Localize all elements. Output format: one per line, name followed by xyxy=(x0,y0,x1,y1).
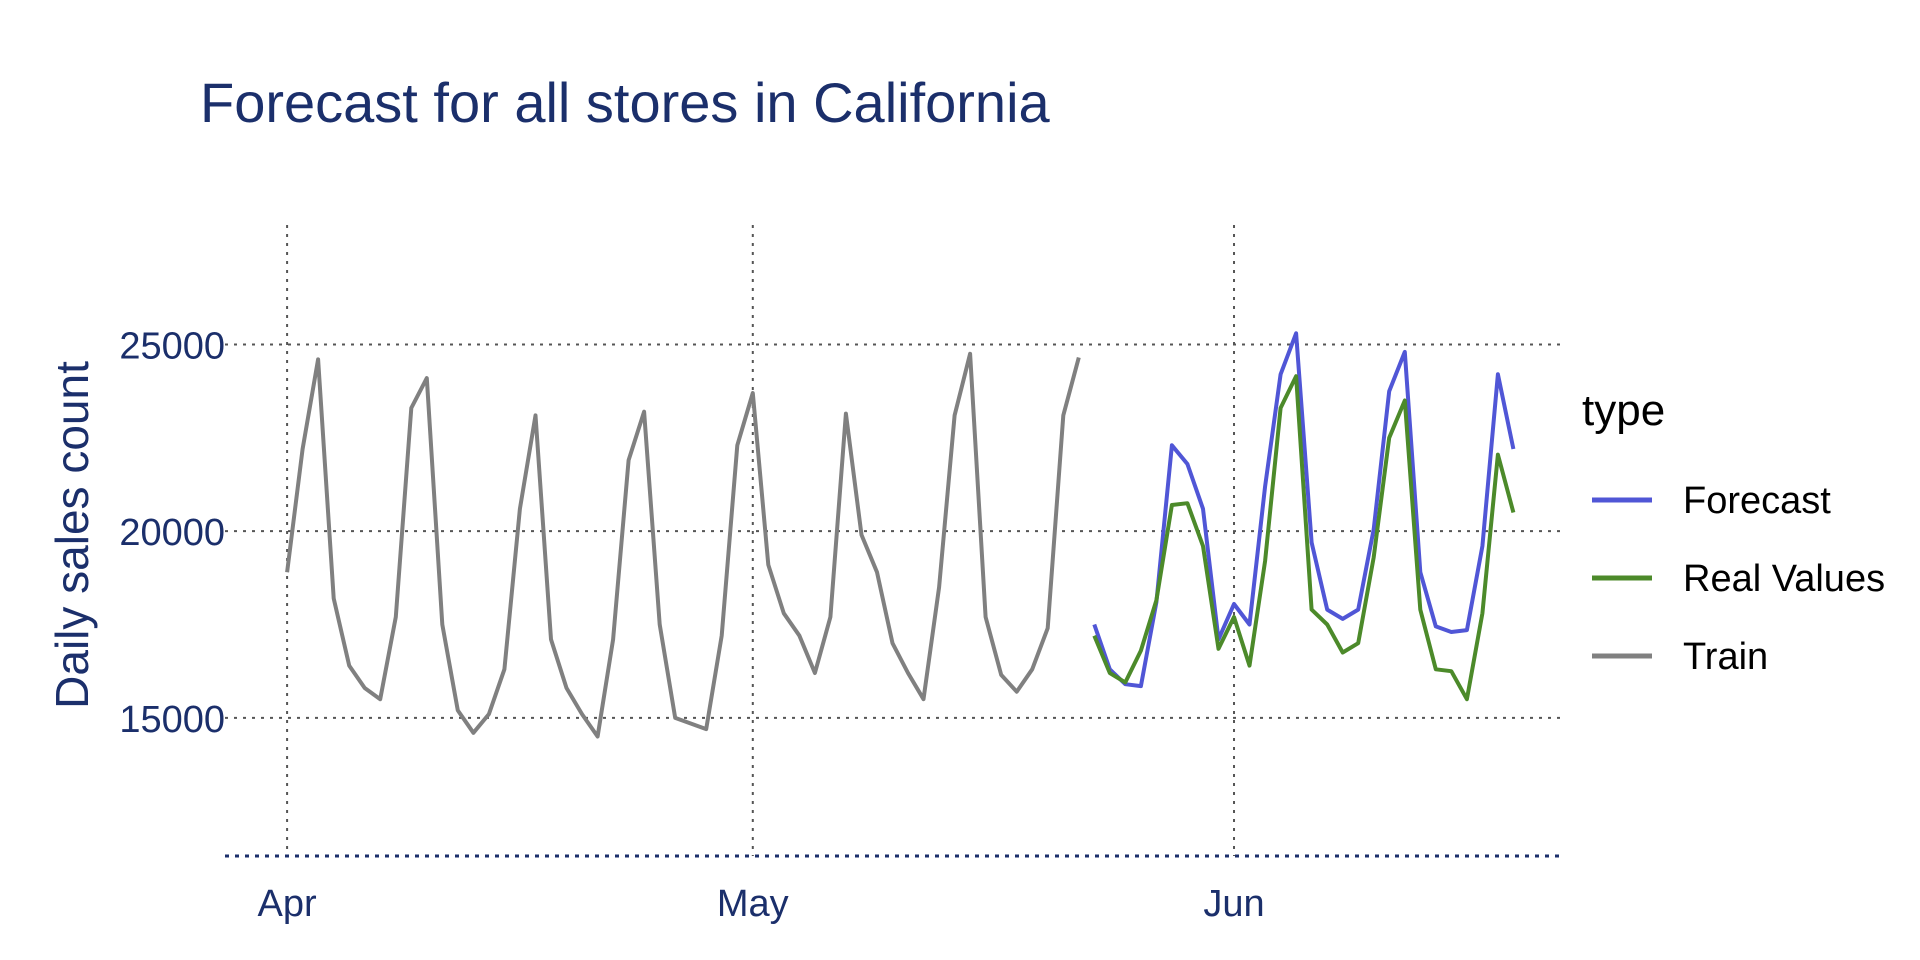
series-lines xyxy=(285,331,1516,739)
series-line-forecast xyxy=(1092,331,1516,689)
x-tick-label: Jun xyxy=(1203,883,1264,925)
legend: type Forecast Real Values Train xyxy=(1582,386,1885,678)
legend-item-real-values: Real Values xyxy=(1592,558,1885,600)
legend-label: Train xyxy=(1683,636,1768,678)
legend-label: Forecast xyxy=(1683,480,1831,522)
grid xyxy=(225,225,1560,856)
x-axis-ticks: Apr May Jun xyxy=(258,883,1265,925)
x-tick-label: Apr xyxy=(258,883,317,925)
y-axis-ticks: 15000 20000 25000 xyxy=(119,325,225,740)
legend-label: Real Values xyxy=(1683,558,1885,600)
legend-title: type xyxy=(1582,386,1665,435)
legend-item-forecast: Forecast xyxy=(1592,480,1831,522)
y-axis-label: Daily sales count xyxy=(46,361,98,709)
x-tick-label: May xyxy=(717,883,789,925)
legend-item-train: Train xyxy=(1592,636,1768,678)
chart-title: Forecast for all stores in California xyxy=(200,71,1051,134)
series-line-real-values xyxy=(1092,374,1516,702)
y-tick-label: 20000 xyxy=(119,512,225,554)
y-tick-label: 25000 xyxy=(119,325,225,367)
series-line-train xyxy=(285,351,1081,739)
y-tick-label: 15000 xyxy=(119,699,225,741)
